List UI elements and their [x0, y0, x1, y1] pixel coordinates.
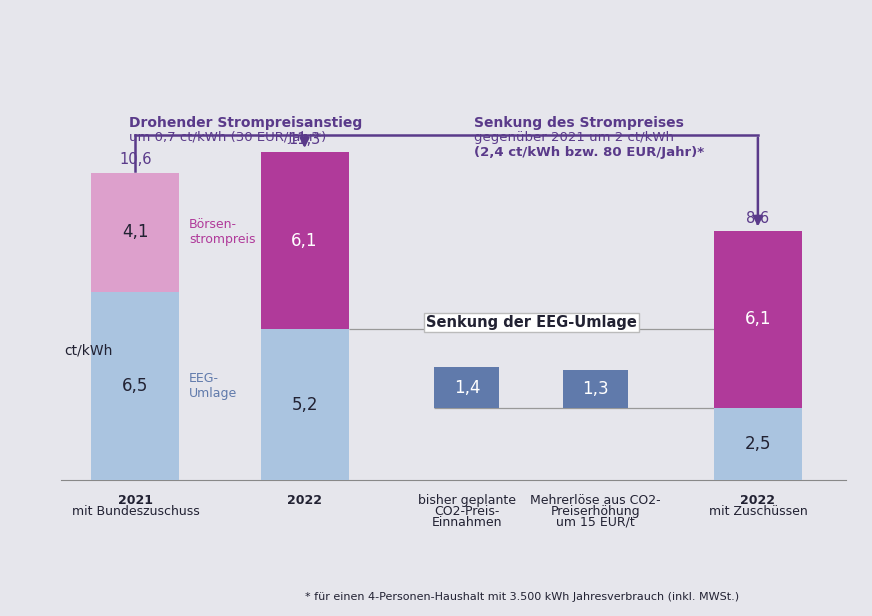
Text: mit Bundeszuschuss: mit Bundeszuschuss — [72, 505, 200, 517]
Text: 8,6: 8,6 — [746, 211, 769, 225]
Bar — [261, 330, 349, 480]
Text: 2,5: 2,5 — [745, 435, 771, 453]
Bar — [434, 367, 500, 408]
Text: * für einen 4-Personen-Haushalt mit 3.500 kWh Jahresverbrauch (inkl. MWSt.): * für einen 4-Personen-Haushalt mit 3.50… — [305, 593, 739, 602]
Text: 1,3: 1,3 — [582, 380, 609, 398]
Text: mit Zuschüssen: mit Zuschüssen — [709, 505, 807, 517]
Text: gegenüber 2021 um 2 ct/kWh: gegenüber 2021 um 2 ct/kWh — [473, 131, 674, 144]
Text: Einnahmen: Einnahmen — [432, 516, 502, 529]
Bar — [563, 370, 628, 408]
Text: 6,5: 6,5 — [122, 377, 148, 395]
Text: Drohender Strompreisanstieg: Drohender Strompreisanstieg — [129, 116, 362, 130]
Text: 6,1: 6,1 — [291, 232, 318, 250]
Text: 5,2: 5,2 — [291, 396, 318, 414]
Text: 6,1: 6,1 — [745, 310, 771, 328]
Text: Preiserhöhung: Preiserhöhung — [551, 505, 640, 517]
Text: Mehrerlöse aus CO2-: Mehrerlöse aus CO2- — [530, 493, 661, 506]
Text: 2022: 2022 — [740, 493, 775, 506]
Text: 4,1: 4,1 — [122, 223, 149, 241]
Text: um 0,7 ct/kWh (30 EUR/Jahr*): um 0,7 ct/kWh (30 EUR/Jahr*) — [129, 131, 326, 144]
Text: Senkung des Strompreises: Senkung des Strompreises — [473, 116, 684, 130]
Text: um 15 EUR/t: um 15 EUR/t — [556, 516, 635, 529]
Bar — [714, 231, 802, 408]
Text: Börsen-
strompreis: Börsen- strompreis — [189, 218, 255, 246]
Bar — [424, 313, 639, 332]
Bar — [261, 152, 349, 330]
Text: Senkung der EEG-Umlage: Senkung der EEG-Umlage — [426, 315, 637, 330]
Text: 10,6: 10,6 — [119, 152, 152, 168]
Text: EEG-
Umlage: EEG- Umlage — [189, 372, 237, 400]
Text: 2022: 2022 — [287, 493, 322, 506]
Text: (2,4 ct/kWh bzw. 80 EUR/Jahr)*: (2,4 ct/kWh bzw. 80 EUR/Jahr)* — [473, 146, 704, 159]
Text: 2021: 2021 — [118, 493, 153, 506]
Text: ct/kWh: ct/kWh — [65, 343, 112, 357]
Bar — [714, 408, 802, 480]
Text: 11,3: 11,3 — [289, 132, 321, 147]
Bar — [92, 172, 180, 292]
Text: CO2-Preis-: CO2-Preis- — [434, 505, 500, 517]
Text: 1,4: 1,4 — [453, 379, 480, 397]
Bar — [92, 292, 180, 480]
Text: bisher geplante: bisher geplante — [418, 493, 516, 506]
